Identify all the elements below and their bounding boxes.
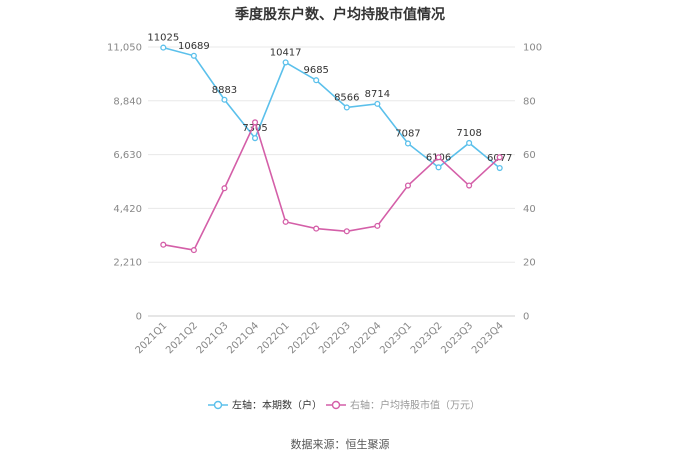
chart-title: 季度股东户数、户均持股市值情况 <box>235 7 445 23</box>
series-point-2 <box>190 247 197 254</box>
left-axis-tick-label: 6,630 <box>113 150 142 161</box>
legend-label: 右轴：户均持股市值（万元） <box>350 399 480 412</box>
x-axis-tick-label: 2021Q1 <box>134 320 170 356</box>
data-label: 7108 <box>456 128 481 139</box>
series-point-1 <box>160 44 167 51</box>
series-line-1 <box>163 46 501 169</box>
series-point-1 <box>313 77 320 84</box>
data-label: 10417 <box>270 47 302 58</box>
x-axis-tick-label: 2022Q4 <box>348 320 384 356</box>
left-axis-tick-label: 4,420 <box>113 204 142 215</box>
legend-marker-point <box>213 400 223 410</box>
series-point-2 <box>404 182 412 189</box>
right-axis-tick-label: 20 <box>523 258 536 269</box>
series-point-1 <box>435 164 442 171</box>
data-label: 9685 <box>303 65 328 76</box>
x-axis-tick-label: 2022Q1 <box>256 320 292 356</box>
right-axis-tick-label: 40 <box>523 204 536 215</box>
data-label: 11025 <box>147 33 179 44</box>
right-axis-tick-label: 0 <box>523 312 529 323</box>
left-axis-tick-label: 0 <box>136 312 142 323</box>
data-label: 8714 <box>365 89 390 100</box>
left-axis-tick-label: 8,840 <box>113 96 142 107</box>
series-point-2 <box>221 185 228 192</box>
data-label: 8566 <box>334 92 359 103</box>
x-axis-tick-label: 2021Q2 <box>164 320 200 356</box>
x-axis-tick-label: 2023Q3 <box>439 320 475 356</box>
data-label: 7305 <box>242 123 267 134</box>
x-axis-tick-label: 2022Q3 <box>317 320 353 356</box>
x-axis-tick-label: 2021Q3 <box>195 320 231 356</box>
series-point-1 <box>221 96 228 103</box>
legend-label: 左轴：本期数（户） <box>232 399 322 412</box>
x-axis-tick-label: 2023Q2 <box>409 320 445 356</box>
right-axis-tick-label: 100 <box>523 43 542 54</box>
series-point-2 <box>251 119 259 126</box>
series-point-2 <box>160 241 167 248</box>
x-axis-tick-label: 2023Q1 <box>378 320 414 356</box>
series-point-1 <box>282 59 289 66</box>
series-point-1 <box>466 139 473 147</box>
legend-marker-point <box>331 400 341 410</box>
series-point-2 <box>282 218 289 225</box>
series-point-1 <box>343 104 350 111</box>
data-label: 10689 <box>178 41 210 52</box>
series-point-1 <box>374 100 381 107</box>
series-line-2 <box>163 120 501 251</box>
data-source: 数据来源：恒生聚源 <box>290 438 390 451</box>
series-point-2 <box>435 154 442 161</box>
right-axis-tick-label: 80 <box>523 96 536 107</box>
series-point-2 <box>313 225 320 232</box>
x-axis-tick-label: 2021Q4 <box>225 320 261 356</box>
right-axis-tick-label: 60 <box>523 150 536 161</box>
x-axis-tick-label: 2023Q4 <box>470 320 506 356</box>
series-point-2 <box>466 182 473 189</box>
series-point-2 <box>496 154 503 161</box>
left-axis-tick-label: 11,050 <box>107 43 142 54</box>
left-axis-tick-label: 2,210 <box>113 258 142 269</box>
x-axis-tick-label: 2022Q2 <box>286 320 322 356</box>
data-label: 7087 <box>395 128 420 139</box>
series-point-1 <box>190 52 197 59</box>
series-point-1 <box>496 165 503 172</box>
data-label: 8883 <box>212 85 237 96</box>
series-point-2 <box>343 228 350 235</box>
series-point-2 <box>374 222 381 229</box>
line-chart: 0 2,210 4,420 6,630 8,840 11,050 0 20 40 60 80 100 2… <box>107 33 542 412</box>
series-point-1 <box>251 135 259 142</box>
series-point-1 <box>404 140 412 147</box>
